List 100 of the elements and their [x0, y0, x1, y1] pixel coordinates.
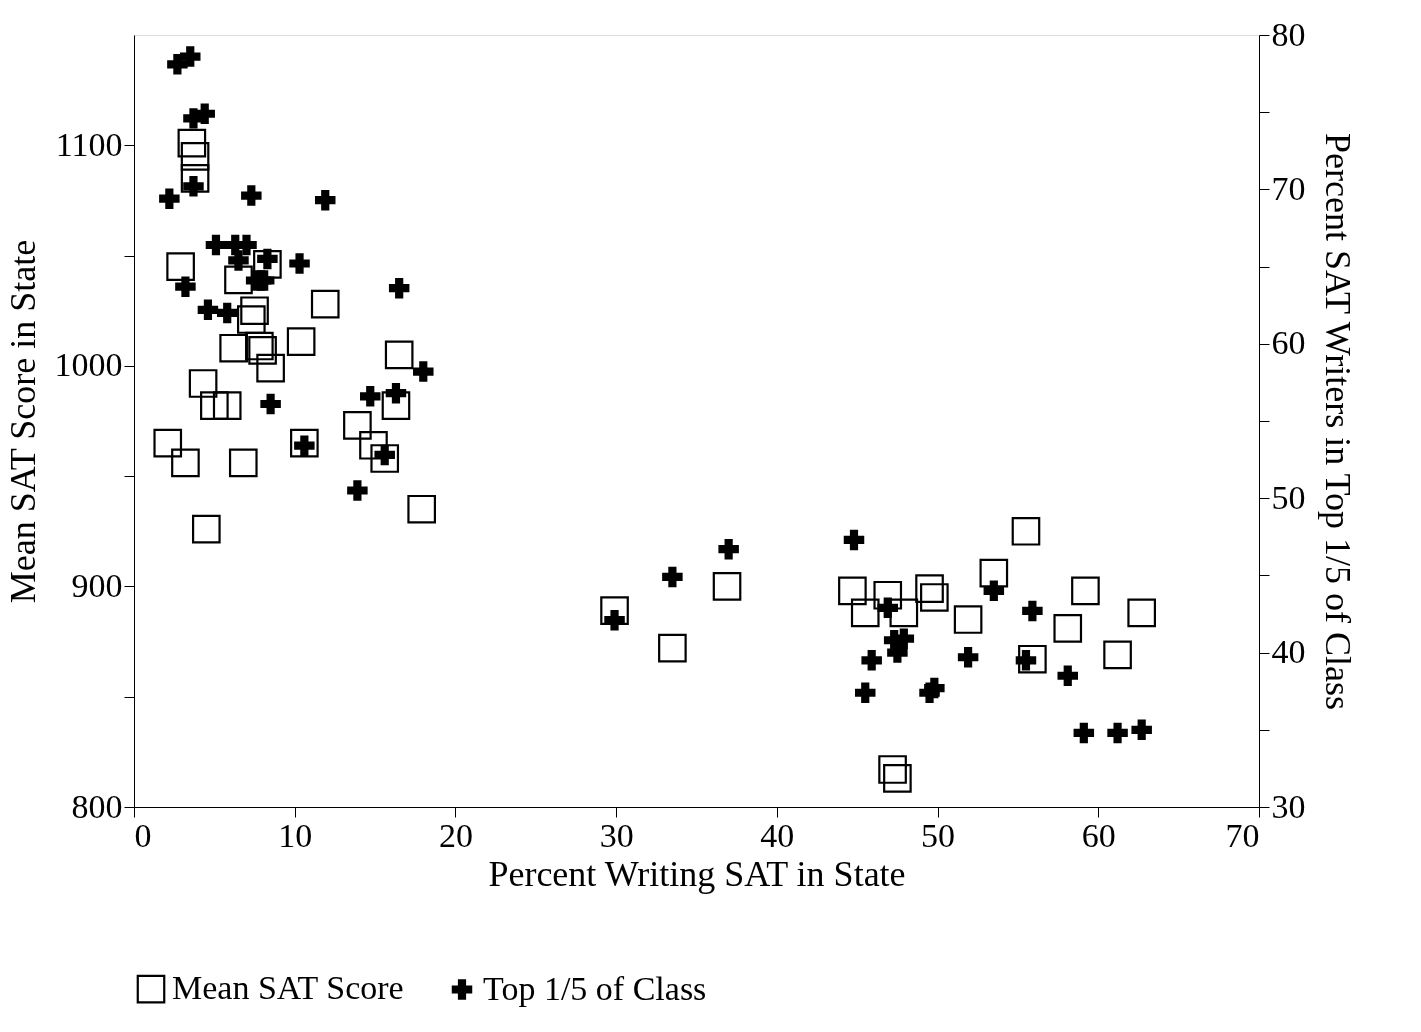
point: [177, 128, 207, 158]
y2-tick-label: 70: [1271, 169, 1306, 207]
point: [260, 393, 281, 415]
x-tick-label: 0: [134, 816, 152, 854]
point: [1107, 722, 1128, 744]
point: [194, 103, 215, 124]
y-tick-label: 800: [71, 787, 123, 825]
y2-tick-label: 30: [1271, 787, 1306, 825]
point: [228, 448, 258, 478]
point: [245, 331, 274, 361]
point: [838, 576, 867, 606]
y-tick-label: 1000: [54, 346, 123, 384]
point: [347, 480, 368, 501]
point: [159, 188, 180, 209]
point: [256, 353, 285, 383]
point: [887, 642, 908, 663]
point: [381, 391, 411, 420]
point: [153, 428, 183, 458]
x-tick-label: 50: [921, 816, 956, 854]
y-tick-label: 900: [71, 566, 123, 604]
point: [1022, 600, 1043, 622]
point: [171, 448, 200, 478]
point: [877, 597, 898, 619]
point: [212, 391, 242, 420]
point: [1053, 614, 1083, 643]
point: [883, 764, 912, 793]
point: [878, 755, 907, 784]
point: [662, 566, 683, 588]
point: [957, 646, 979, 668]
point: [370, 444, 400, 473]
point: [915, 574, 944, 603]
x-tick-label: 10: [278, 816, 313, 854]
point: [343, 411, 372, 440]
point: [180, 164, 210, 193]
point: [1071, 576, 1100, 606]
y2-tick-label: 80: [1271, 15, 1306, 53]
point: [407, 494, 437, 524]
point: [180, 141, 210, 171]
point: [843, 529, 865, 551]
point: [253, 250, 282, 279]
point: [315, 189, 336, 211]
point: [1011, 516, 1041, 546]
point: [1018, 644, 1047, 674]
y2-tick-label: 40: [1271, 633, 1306, 671]
point: [920, 583, 949, 612]
point: [216, 302, 238, 324]
point: [289, 253, 310, 274]
x-tick-label: 70: [1225, 816, 1260, 854]
point: [310, 289, 340, 319]
point: [219, 333, 248, 363]
point: [286, 327, 316, 356]
point: [290, 428, 319, 458]
x-tick-label: 40: [760, 816, 795, 854]
point: [712, 572, 742, 601]
point: [191, 514, 221, 544]
point: [228, 250, 249, 271]
point: [1131, 719, 1152, 741]
point: [388, 277, 410, 299]
point: [360, 386, 381, 407]
point: [983, 580, 1005, 602]
point: [600, 596, 629, 626]
point: [384, 340, 414, 370]
point: [924, 677, 945, 699]
point: [413, 361, 434, 382]
point: [359, 430, 388, 460]
point: [953, 605, 983, 634]
y-axis-title: Mean SAT Score in State: [2, 239, 43, 604]
point: [241, 185, 262, 206]
x-tick-label: 20: [438, 816, 473, 854]
point: [224, 265, 253, 295]
x-tick-label: 30: [599, 816, 634, 854]
point: [658, 633, 687, 663]
point: [889, 598, 919, 628]
point: [850, 598, 880, 628]
y-tick-label: 1100: [55, 125, 123, 163]
point: [166, 252, 195, 281]
y2-tick-label: 60: [1271, 324, 1306, 362]
point: [861, 650, 882, 671]
point: [385, 382, 407, 404]
point: [205, 234, 227, 256]
point: [197, 299, 219, 321]
y2-axis-title: Percent SAT Writers in Top 1/5 of Class: [1317, 132, 1358, 711]
point: [855, 682, 876, 703]
y2-tick-label: 50: [1271, 478, 1306, 516]
point: [188, 369, 218, 398]
point: [718, 538, 739, 560]
point: [236, 305, 266, 334]
point: [200, 391, 229, 420]
point: [180, 46, 201, 67]
point: [1073, 722, 1095, 744]
x-tick-label: 60: [1081, 816, 1116, 854]
x-axis-title: Percent Writing SAT in State: [488, 853, 906, 894]
point: [1057, 665, 1078, 687]
point: [873, 580, 903, 610]
legend-label: Mean SAT Score: [172, 969, 404, 1007]
legend-label: Top 1/5 of Class: [483, 969, 707, 1007]
point: [248, 336, 277, 365]
point: [1127, 598, 1157, 628]
point: [1103, 640, 1132, 670]
point: [240, 296, 269, 326]
